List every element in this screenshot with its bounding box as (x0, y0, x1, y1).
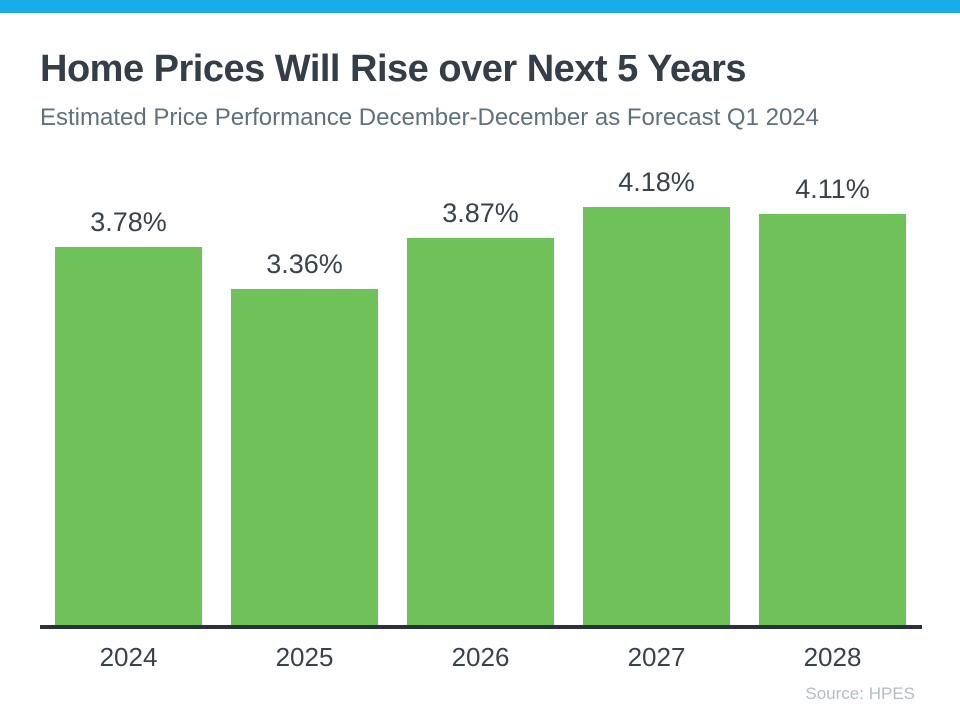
x-axis-tick-label-2026: 2026 (451, 642, 510, 672)
x-axis-line (40, 625, 922, 629)
bar-value-label-2025: 3.36% (266, 249, 343, 279)
page-subtitle: Estimated Price Performance December-Dec… (40, 104, 819, 131)
x-axis-tick-label-2024: 2024 (99, 642, 158, 672)
bar-value-label-2027: 4.18% (618, 167, 695, 197)
bar-value-label-2028: 4.11% (795, 174, 870, 204)
bar-2027 (583, 207, 730, 626)
bar-value-label-2026: 3.87% (442, 198, 519, 228)
x-axis-tick-label-2028: 2028 (803, 642, 862, 672)
bar-2026 (407, 238, 554, 626)
top-accent-bar (0, 0, 960, 13)
source-caption: Source: HPES (805, 684, 915, 703)
bar-2024 (55, 247, 202, 626)
bar-2025 (231, 289, 378, 626)
x-axis-tick-label-2027: 2027 (627, 642, 686, 672)
x-axis-tick-label-2025: 2025 (275, 642, 334, 672)
page-title: Home Prices Will Rise over Next 5 Years (40, 48, 747, 90)
bar-2028 (759, 214, 906, 626)
bar-value-label-2024: 3.78% (90, 207, 167, 237)
